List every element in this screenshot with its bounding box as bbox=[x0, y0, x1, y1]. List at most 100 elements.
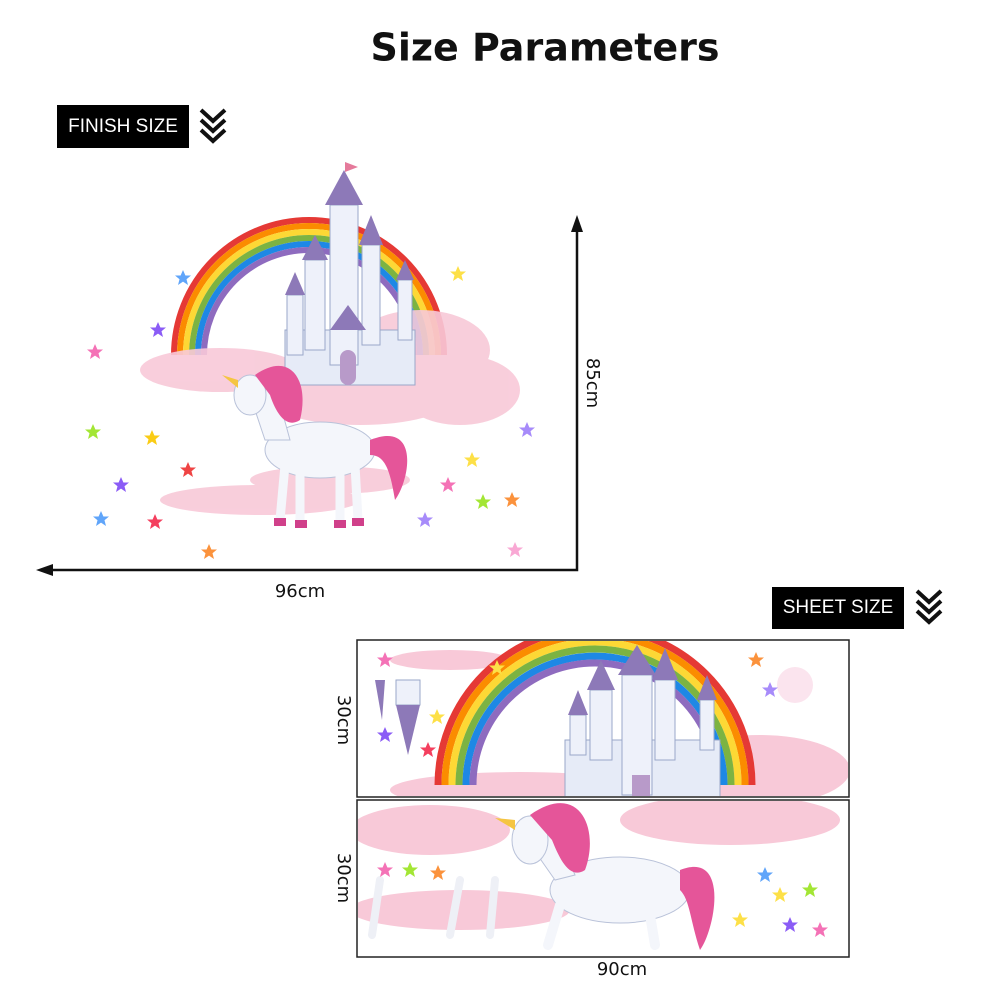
sheet-illustration-part bbox=[396, 705, 420, 755]
chevrons bbox=[199, 108, 227, 144]
dimension-lines-part bbox=[45, 225, 579, 572]
stars-part bbox=[417, 512, 433, 527]
stars-part bbox=[147, 514, 163, 529]
unicorn bbox=[222, 365, 408, 528]
stars-part bbox=[475, 494, 491, 509]
sheet-illustration-part bbox=[368, 876, 499, 939]
sheet-illustration-part-part bbox=[434, 641, 756, 786]
sheet-width: 90cm bbox=[597, 959, 647, 980]
finish-illustration bbox=[85, 162, 535, 559]
castle-part bbox=[329, 204, 359, 366]
sheet-illustration-part bbox=[654, 679, 676, 761]
sheet-illustration-part-part bbox=[441, 641, 749, 786]
sheet-illustration-part-part bbox=[455, 645, 735, 786]
unicorn-part-part bbox=[295, 520, 307, 528]
castle-part bbox=[325, 170, 363, 205]
castle-part bbox=[302, 235, 328, 260]
castle-part bbox=[304, 259, 326, 351]
stars-part bbox=[464, 452, 480, 467]
sheet-height: 30cm bbox=[333, 853, 354, 903]
sheet-illustration-part-part bbox=[390, 650, 510, 670]
sheet-height: 30cm bbox=[333, 695, 354, 745]
sheet-badge bbox=[772, 587, 904, 629]
castle-part bbox=[286, 294, 304, 356]
sheet-illustration-part bbox=[587, 660, 615, 690]
chevrons-part bbox=[199, 108, 227, 124]
arrow-head bbox=[36, 564, 53, 576]
chevrons-part bbox=[915, 589, 943, 605]
sheet-illustration-part-part bbox=[448, 641, 742, 786]
chevrons bbox=[915, 589, 943, 625]
unicorn-part-part bbox=[350, 460, 363, 525]
sheet-illustration-part-part bbox=[486, 876, 499, 939]
stars-part bbox=[85, 424, 101, 439]
sheet-illustration-part bbox=[530, 803, 590, 873]
unicorn-part bbox=[274, 518, 364, 528]
rainbow-part bbox=[189, 235, 429, 356]
stars-part bbox=[113, 477, 129, 492]
rainbow-part bbox=[171, 217, 447, 356]
sheet-illustration-part bbox=[652, 648, 678, 680]
stars-part bbox=[87, 344, 103, 359]
stars-part bbox=[150, 322, 166, 337]
stars-part bbox=[144, 430, 160, 445]
sheet-illustration-part bbox=[358, 801, 840, 930]
stars-part bbox=[180, 462, 196, 477]
clouds-part bbox=[270, 375, 450, 425]
unicorn-part bbox=[222, 375, 238, 388]
chevrons-part bbox=[915, 609, 943, 625]
castle bbox=[284, 162, 416, 386]
unicorn-part-part bbox=[334, 520, 346, 528]
castle-part bbox=[345, 162, 358, 172]
stars-part bbox=[201, 544, 217, 559]
sheet-illustration bbox=[358, 801, 840, 950]
castle-part bbox=[359, 215, 383, 245]
sheet-illustration-part-part bbox=[543, 900, 565, 950]
dimension-lines bbox=[45, 225, 579, 572]
chevrons-part bbox=[915, 599, 943, 615]
sheet-illustration-part-part bbox=[358, 890, 570, 930]
stars-part bbox=[93, 511, 109, 526]
stars-part bbox=[519, 422, 535, 437]
sheet-illustration-part bbox=[395, 679, 421, 706]
finish-width: 96cm bbox=[275, 581, 325, 602]
unicorn-part-part bbox=[275, 460, 290, 525]
unicorn-part bbox=[233, 374, 267, 416]
stars-part bbox=[175, 270, 191, 285]
finish-badge bbox=[57, 105, 189, 148]
sheet-illustration-part bbox=[543, 900, 660, 950]
sheet-illustration-part bbox=[618, 645, 656, 675]
castle-part bbox=[330, 305, 366, 330]
sheet-illustration-part-part bbox=[620, 801, 840, 845]
unicorn-part-part bbox=[274, 518, 286, 526]
rainbow-part bbox=[183, 229, 435, 356]
sheet-illustration-part bbox=[568, 690, 588, 715]
page-title: Size Parameters bbox=[370, 26, 719, 70]
rainbow-part bbox=[177, 223, 441, 356]
sheet-illustration-part bbox=[375, 680, 385, 720]
arrow-head bbox=[571, 215, 583, 232]
unicorn-part bbox=[370, 435, 408, 500]
stars-part bbox=[450, 266, 466, 281]
sheet-illustration-part-part bbox=[368, 876, 384, 939]
stars-part bbox=[507, 542, 523, 557]
sheet-illustration-part-part bbox=[358, 805, 510, 855]
unicorn-part bbox=[255, 365, 303, 423]
castle-part bbox=[285, 272, 305, 295]
sheet-illustration-part bbox=[777, 667, 813, 703]
sheet-illustration-part bbox=[699, 699, 715, 751]
unicorn-part-part bbox=[352, 518, 364, 526]
finish-height: 85cm bbox=[582, 358, 603, 408]
stars-part bbox=[440, 477, 456, 492]
finish-label: FINISH SIZE bbox=[68, 116, 178, 137]
castle-part bbox=[397, 279, 413, 341]
sheet-illustration-part bbox=[511, 815, 549, 865]
sheet-illustration bbox=[375, 641, 848, 796]
sheet-illustration-part bbox=[495, 818, 515, 830]
sheet-illustration-part bbox=[680, 866, 715, 950]
stars-part bbox=[504, 492, 520, 507]
chevrons-part bbox=[199, 128, 227, 144]
castle-part bbox=[340, 350, 356, 385]
